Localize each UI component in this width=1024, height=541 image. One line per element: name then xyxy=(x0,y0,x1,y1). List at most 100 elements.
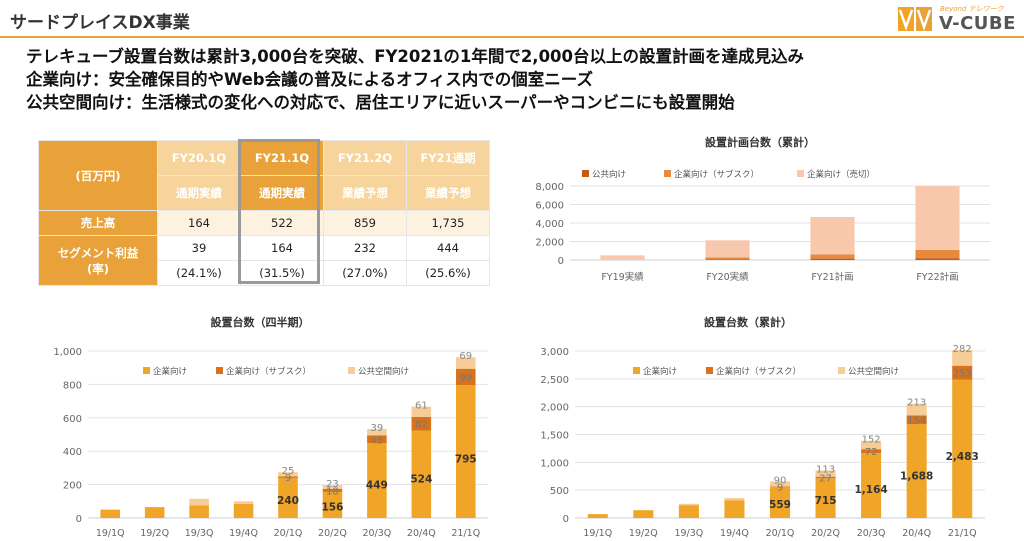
profit-rate: (25.6%) xyxy=(406,260,490,286)
unit-label: (百万円) xyxy=(38,140,158,211)
y-tick-label: 1,000 xyxy=(540,458,569,469)
bar-segment xyxy=(189,505,209,518)
profit-value: 164 xyxy=(240,235,324,261)
bar-segment xyxy=(411,406,432,417)
sales-label: 売上高 xyxy=(38,210,158,236)
legend-swatch xyxy=(664,170,671,177)
bar-segment xyxy=(233,501,254,504)
x-tick-label: 20/4Q xyxy=(902,528,931,539)
bar-segment xyxy=(952,349,973,366)
x-tick-label: 21/1Q xyxy=(451,528,480,539)
y-tick-label: 400 xyxy=(63,447,82,458)
headline-1: テレキューブ設置台数は累計3,000台を突破、FY2021の1年間で2,000台… xyxy=(26,47,805,66)
col-period: FY21.1Q xyxy=(240,140,324,176)
data-label: 25 xyxy=(282,466,295,477)
legend-swatch xyxy=(633,367,640,374)
data-label: 82 xyxy=(415,420,428,431)
legend-label: 企業向け（サブスク） xyxy=(226,366,311,377)
vcube-logo-icon xyxy=(898,7,932,31)
data-label: 39 xyxy=(371,423,384,434)
y-tick-label: 500 xyxy=(550,486,569,497)
y-tick-label: 6,000 xyxy=(535,201,564,212)
bar-segment xyxy=(906,415,927,425)
y-tick-label: 600 xyxy=(63,414,82,425)
data-label: 559 xyxy=(769,499,791,511)
data-label: 9 xyxy=(285,473,291,484)
legend-label: 企業向け（売切） xyxy=(807,169,875,180)
x-tick-label: 20/4Q xyxy=(407,528,436,539)
legend-label: 企業向け xyxy=(643,366,677,377)
header-rule xyxy=(0,36,1024,38)
bar-segment xyxy=(189,498,209,506)
sales-value: 859 xyxy=(323,210,407,236)
x-tick-label: 19/2Q xyxy=(140,528,169,539)
data-label: 9 xyxy=(777,483,783,494)
cumulative-svg: 設置台数（累計） 企業向け 企業向け（サブスク） 公共空間向け 3,000 2,500 2,… xyxy=(540,315,985,539)
chart-title: 設置台数（累計） xyxy=(704,315,792,329)
data-label: 27 xyxy=(819,473,832,484)
bar-segment xyxy=(861,449,882,454)
sales-value: 1,735 xyxy=(406,210,490,236)
data-label: 253 xyxy=(953,369,972,380)
bar-segment xyxy=(587,514,608,518)
legend-swatch xyxy=(143,367,150,374)
data-label: 524 xyxy=(410,474,432,486)
sales-value: 522 xyxy=(240,210,324,236)
bar-segment xyxy=(367,435,387,444)
bar-segment xyxy=(322,485,343,489)
headline-2: 企業向け：安全確保目的やWeb会議の普及によるオフィス内での個室ニーズ xyxy=(26,70,593,89)
bar-segment xyxy=(278,472,298,477)
data-label: 156 xyxy=(321,501,343,513)
bar-segment xyxy=(233,503,254,518)
legend-label: 公共空間向け xyxy=(358,366,409,377)
data-label: 240 xyxy=(277,495,299,507)
y-tick-label: 2,000 xyxy=(540,403,569,414)
y-tick-label: 200 xyxy=(63,481,82,492)
x-tick-label: 20/2Q xyxy=(811,528,840,539)
legend-label: 公共向け xyxy=(592,169,626,180)
data-label: 23 xyxy=(326,479,339,490)
x-tick-label: 19/1Q xyxy=(96,528,125,539)
x-tick-label: 19/1Q xyxy=(583,528,612,539)
data-label: 154 xyxy=(907,416,926,427)
bar-segment xyxy=(952,365,973,380)
bar-segment xyxy=(278,477,298,518)
x-tick-label: 19/4Q xyxy=(720,528,749,539)
x-tick-label: 21/1Q xyxy=(948,528,977,539)
bar-segment xyxy=(815,470,836,477)
x-tick-label: FY20実績 xyxy=(706,271,749,283)
x-tick-label: 19/3Q xyxy=(185,528,214,539)
bar-segment xyxy=(915,258,960,260)
legend-swatch xyxy=(797,170,804,177)
col-type: 業績予想 xyxy=(323,175,407,211)
plan-svg: 設置計画台数（累計） 公共向け 企業向け（サブスク） 企業向け（売切） 8,000 6,0… xyxy=(535,135,990,283)
bar-segment xyxy=(769,481,791,487)
x-tick-label: 20/2Q xyxy=(318,528,347,539)
y-tick-label: 1,500 xyxy=(540,431,569,442)
bar-segment xyxy=(861,440,882,450)
bar-segment xyxy=(724,500,745,518)
bar-segment xyxy=(952,379,973,518)
quarterly-chart: 設置台数（四半期） 企業向け 企業向け（サブスク） 公共空間向け 1,000 800 600… xyxy=(30,312,500,541)
bar-segment xyxy=(322,491,343,518)
y-tick-label: 3,000 xyxy=(540,347,569,358)
x-tick-label: FY21計画 xyxy=(811,271,853,283)
y-tick-label: 2,500 xyxy=(540,375,569,386)
chart-title: 設置計画台数（累計） xyxy=(705,135,815,149)
y-tick-label: 0 xyxy=(558,256,564,267)
bar-segment xyxy=(100,509,120,518)
bar-segment xyxy=(915,249,960,259)
legend-swatch xyxy=(706,367,713,374)
x-tick-label: 20/3Q xyxy=(857,528,886,539)
data-label: 1,688 xyxy=(900,471,933,483)
profit-value: 39 xyxy=(157,235,241,261)
x-tick-label: 19/4Q xyxy=(229,528,258,539)
logo-name: V-CUBE xyxy=(939,13,1016,34)
bar-segment xyxy=(915,186,960,250)
col-type: 業績予想 xyxy=(406,175,490,211)
y-tick-label: 2,000 xyxy=(535,238,564,249)
legend-label: 企業向け（サブスク） xyxy=(716,366,801,377)
financial-table: (百万円) FY20.1Q FY21.1Q FY21.2Q FY21通期 通期実… xyxy=(38,140,490,286)
data-label: 90 xyxy=(774,475,787,486)
y-tick-label: 4,000 xyxy=(535,219,564,230)
